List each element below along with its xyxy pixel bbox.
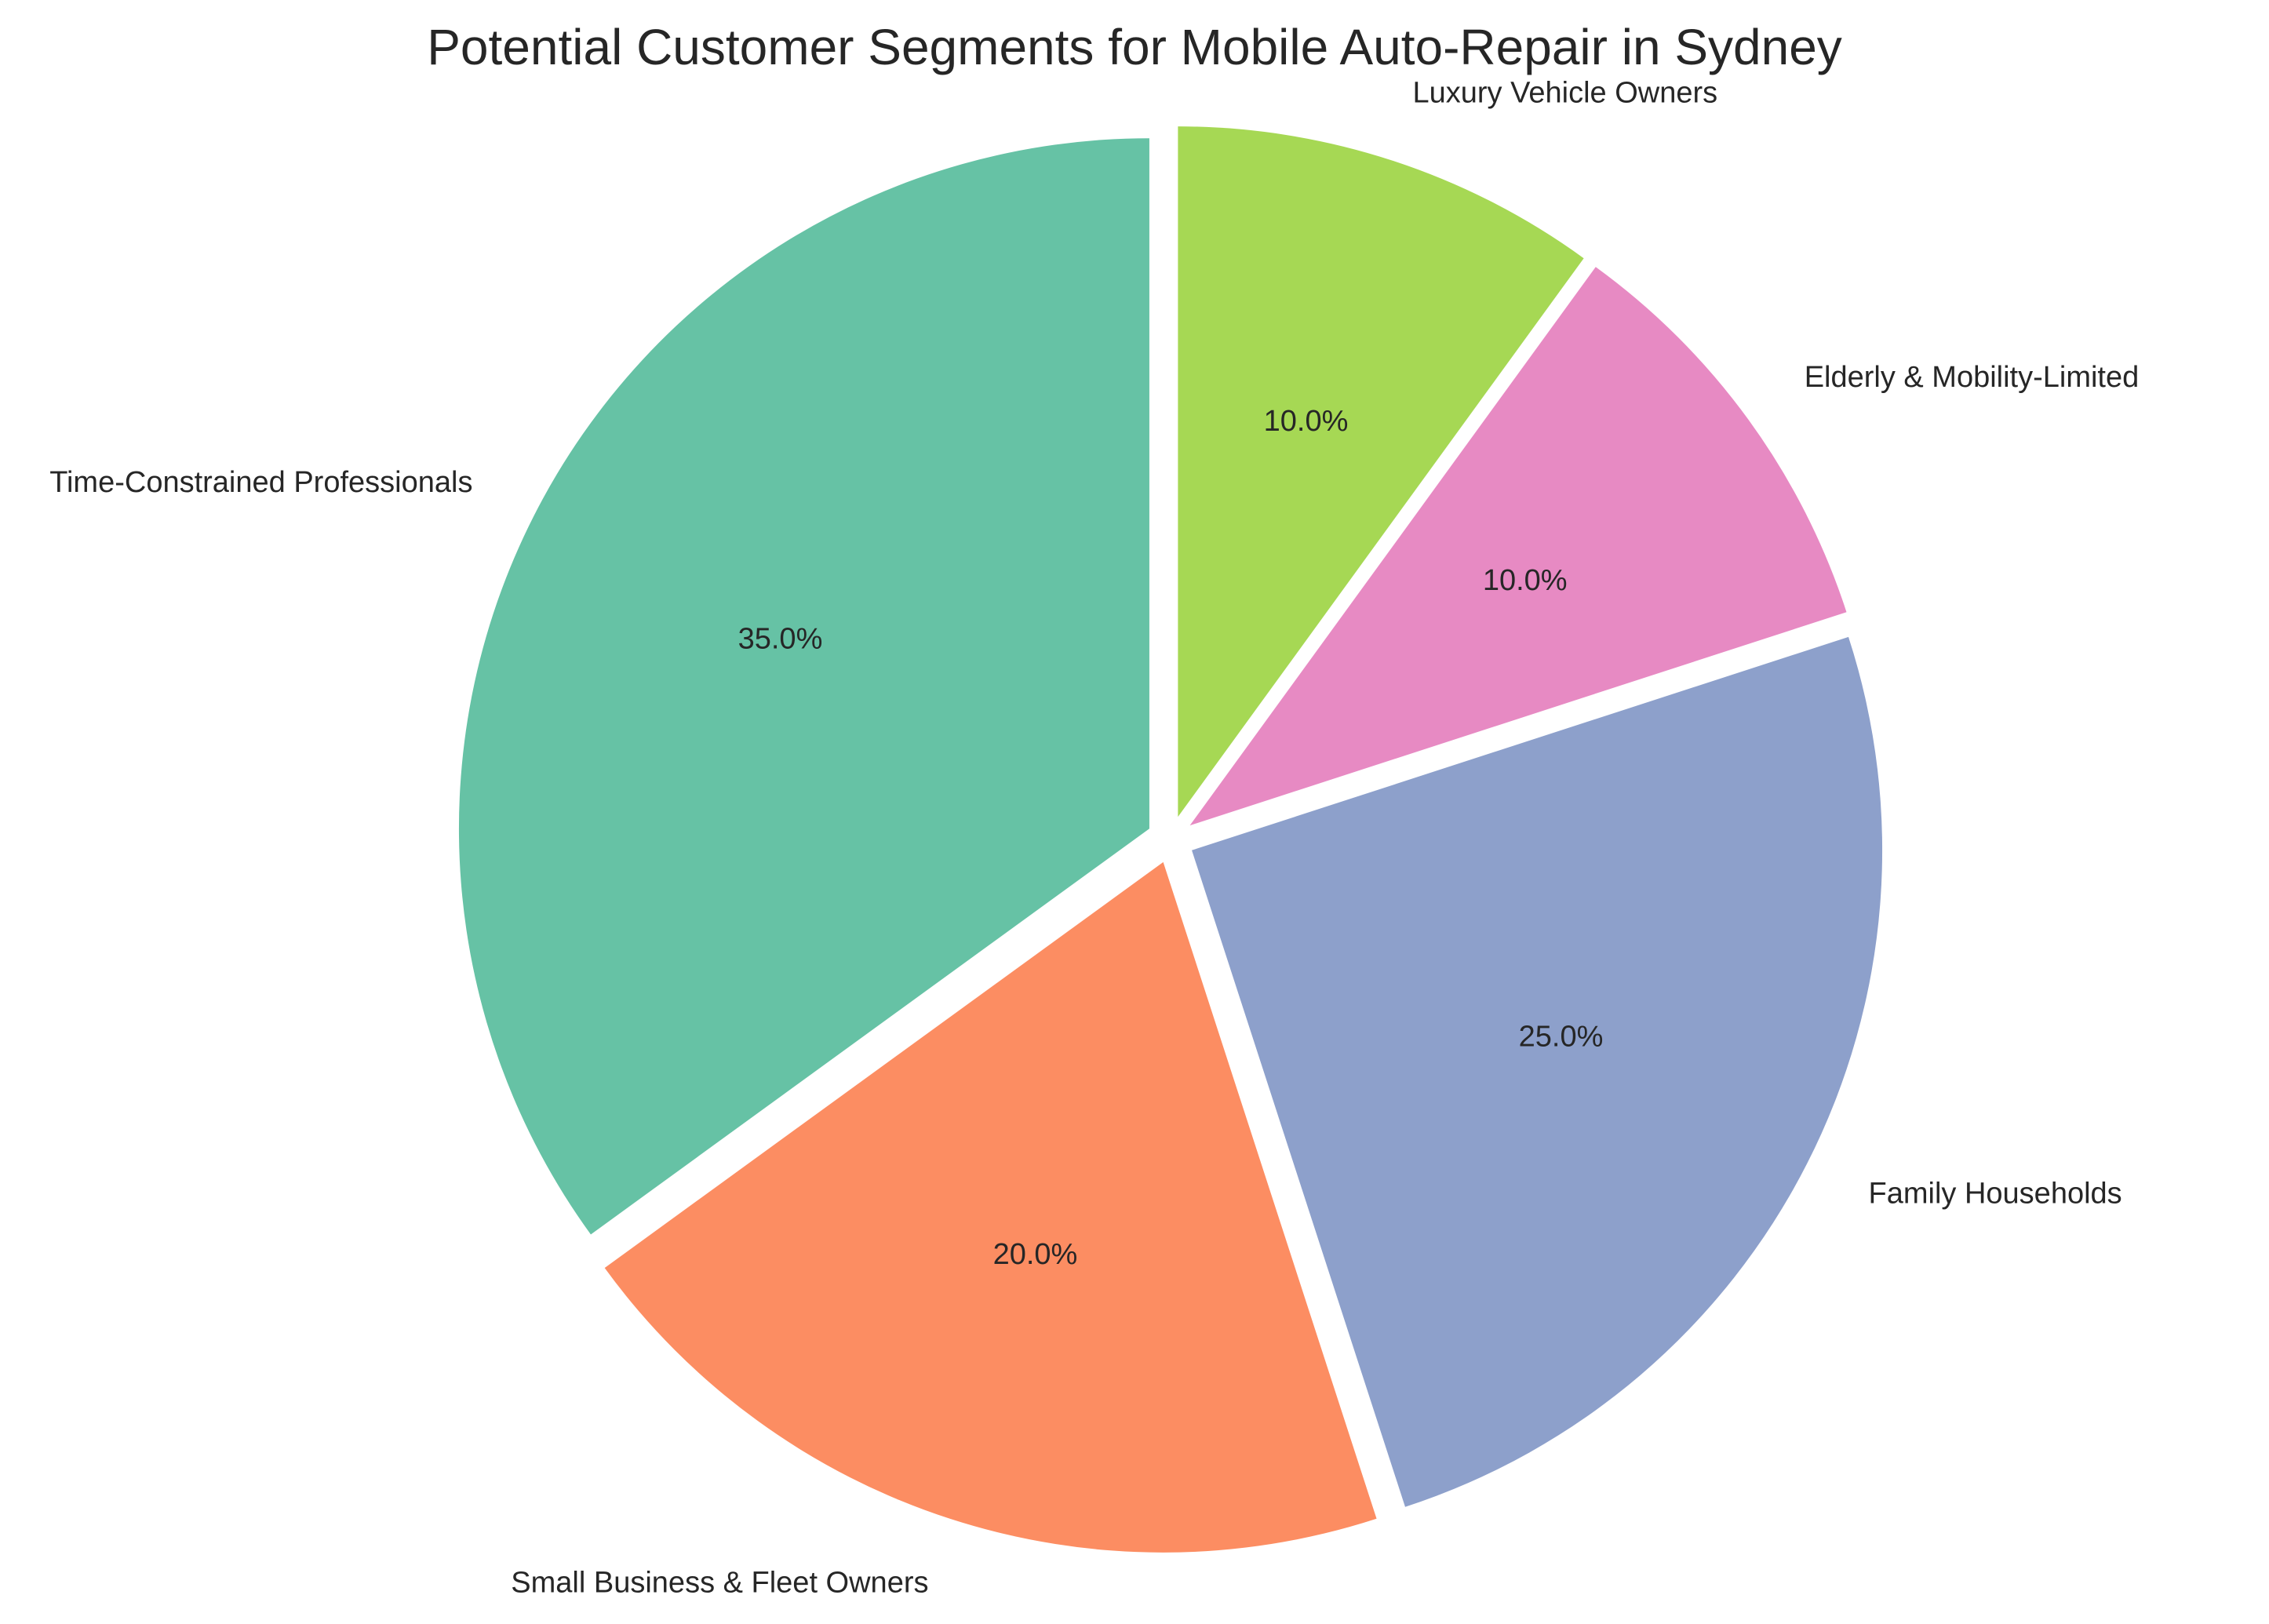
percent-label-5: 10.0% bbox=[1264, 405, 1349, 438]
category-label-1: Time-Constrained Professionals bbox=[49, 466, 472, 499]
percent-label-3: 25.0% bbox=[1519, 1021, 1604, 1054]
pie-slice-4 bbox=[1189, 267, 1847, 826]
pie-slice-2 bbox=[604, 861, 1377, 1553]
percent-label-4: 10.0% bbox=[1483, 564, 1568, 597]
category-label-5: Luxury Vehicle Owners bbox=[1413, 77, 1718, 110]
chart-title: Potential Customer Segments for Mobile A… bbox=[427, 19, 1842, 75]
pie-slice-1 bbox=[458, 138, 1149, 1235]
category-label-3: Family Households bbox=[1869, 1177, 2122, 1210]
percent-label-2: 20.0% bbox=[993, 1238, 1078, 1271]
category-label-2: Small Business & Fleet Owners bbox=[511, 1567, 928, 1600]
pie-slice-3 bbox=[1192, 636, 1883, 1507]
percent-label-1: 35.0% bbox=[738, 623, 823, 656]
pie-slice-5 bbox=[1178, 126, 1584, 817]
category-label-4: Elderly & Mobility-Limited bbox=[1805, 361, 2140, 394]
